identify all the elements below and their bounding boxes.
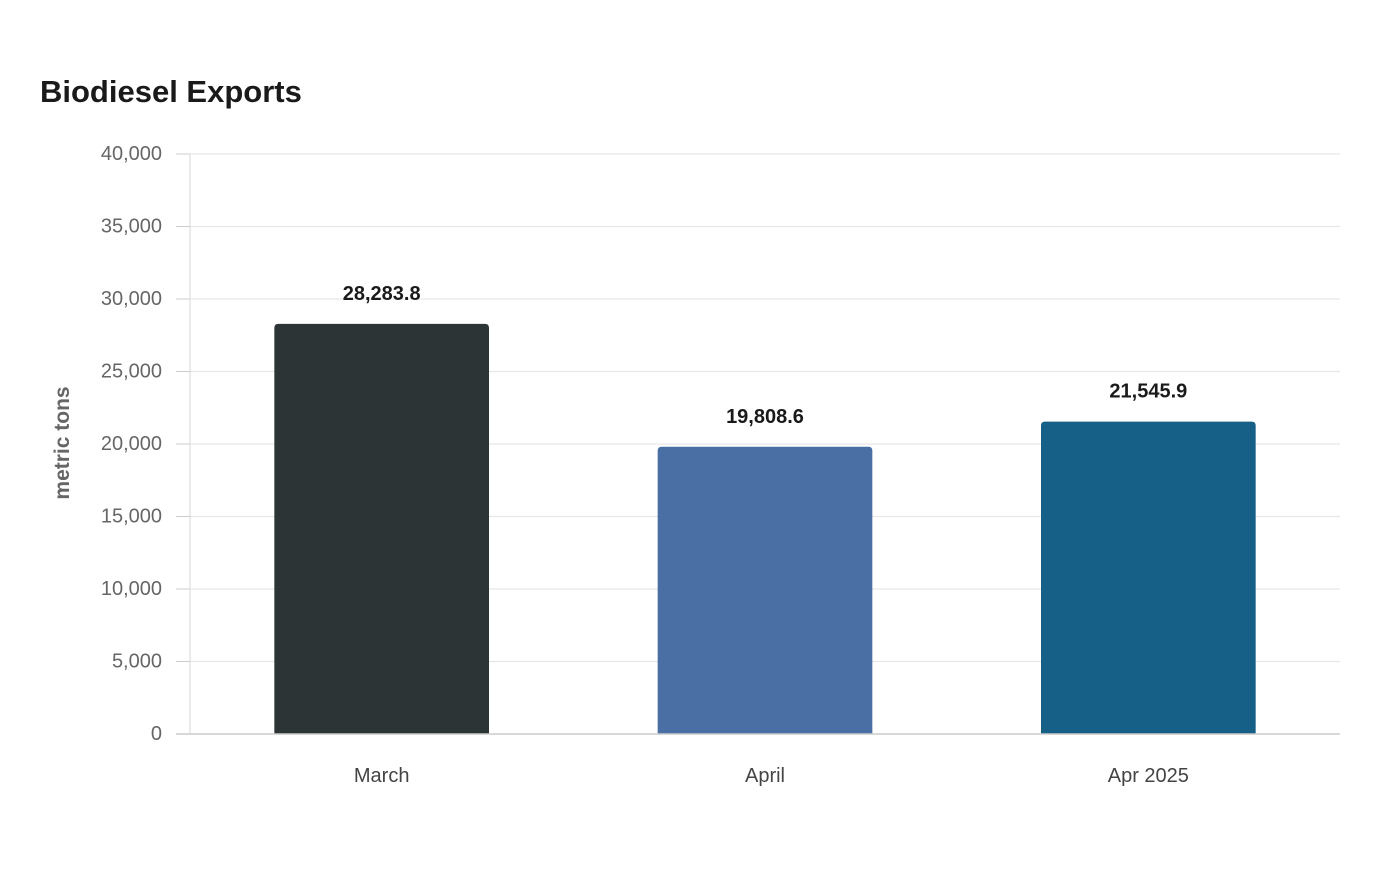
y-tick-label: 35,000 <box>101 216 162 238</box>
data-label: 28,283.8 <box>343 283 421 305</box>
x-axis: March April Apr 2025 <box>176 733 1340 787</box>
x-tick-label: March <box>354 765 410 787</box>
y-tick-label: 30,000 <box>101 288 162 310</box>
y-tick-label: 40,000 <box>101 143 162 165</box>
y-tick-label: 0 <box>151 723 162 745</box>
bar <box>657 446 873 734</box>
bar <box>274 323 489 734</box>
bars <box>274 323 1256 734</box>
data-label: 19,808.6 <box>726 406 804 428</box>
chart-title: Biodiesel Exports <box>40 74 302 109</box>
data-labels: 28,283.8 19,808.6 21,545.9 <box>343 283 1188 428</box>
y-tick-label: 15,000 <box>101 506 162 528</box>
bar <box>1041 421 1256 734</box>
y-tick-label: 25,000 <box>101 361 162 383</box>
y-tick-label: 20,000 <box>101 433 162 455</box>
y-tick-label: 10,000 <box>101 578 162 600</box>
x-tick-label: Apr 2025 <box>1108 765 1189 787</box>
x-tick-label: April <box>745 765 785 787</box>
y-tick-label: 5,000 <box>112 651 162 673</box>
data-label: 21,545.9 <box>1109 381 1187 403</box>
y-axis: 0 5,000 10,000 15,000 20,000 25,000 30,000 35,0… <box>101 143 191 745</box>
